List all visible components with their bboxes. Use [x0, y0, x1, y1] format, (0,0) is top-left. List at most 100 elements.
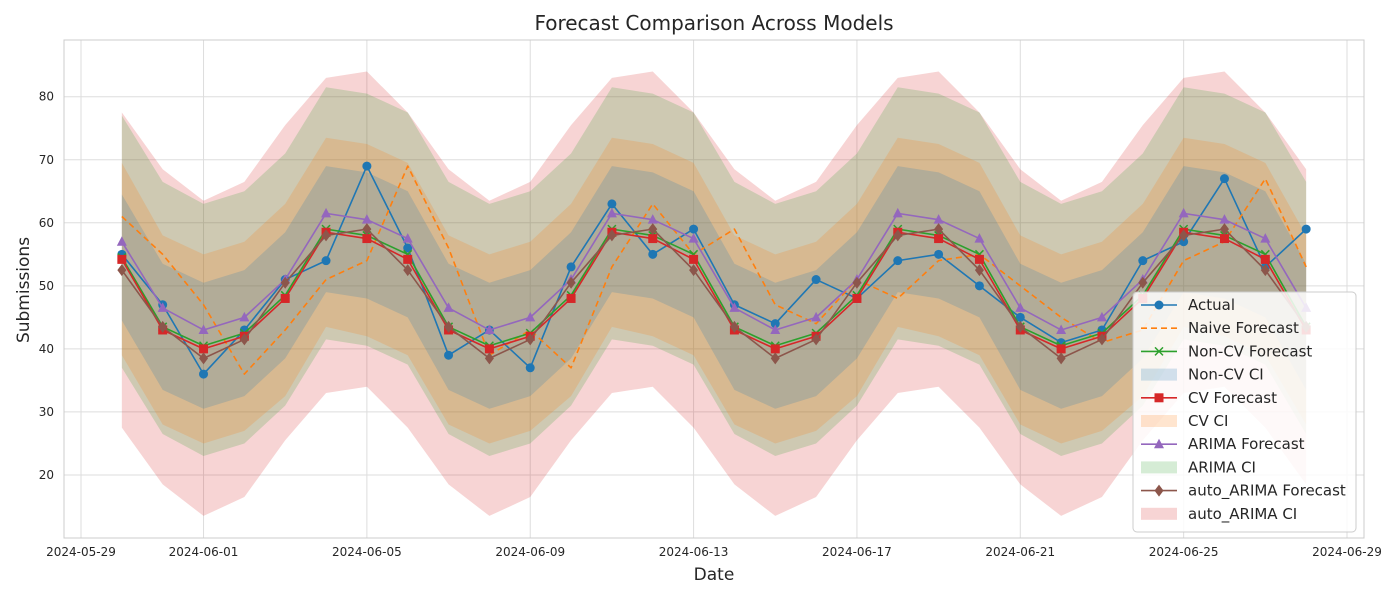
y-tick-label: 60 [39, 216, 54, 230]
x-tick-label: 2024-06-05 [332, 545, 402, 559]
legend-label: ARIMA CI [1188, 458, 1256, 476]
x-tick-label: 2024-05-29 [46, 545, 116, 559]
data-point-arima-forecast [606, 207, 617, 218]
band-non-cv-ci [121, 166, 1307, 409]
data-point-auto-arima-forecast [362, 223, 372, 236]
data-point-auto-arima-forecast [484, 352, 494, 365]
data-point-actual [607, 199, 617, 209]
legend-swatch [1141, 507, 1177, 520]
data-point-arima-forecast [484, 324, 495, 334]
data-point-actual [1015, 312, 1025, 322]
data-point-arima-forecast [525, 311, 536, 322]
data-point-cv-forecast [934, 234, 944, 244]
series-line-actual [121, 165, 1307, 375]
data-point-cv-forecast [1260, 254, 1270, 264]
x-tick-label: 2024-06-09 [495, 545, 565, 559]
data-point-actual [321, 256, 331, 266]
legend-marker [1154, 346, 1164, 356]
data-point-arima-forecast [811, 311, 822, 322]
data-point-auto-arima-forecast [403, 264, 413, 277]
data-point-actual [1301, 224, 1311, 234]
x-axis-ticks: 2024-05-29 2024-06-01 2024-06-05 2024-06-09… [46, 545, 1382, 559]
legend-swatch [1141, 461, 1177, 474]
data-point-cv-forecast [362, 234, 372, 244]
y-tick-label: 70 [39, 153, 54, 167]
data-point-arima-forecast [116, 236, 127, 246]
legend-item-auto-arima-forecast: auto_ARIMA Forecast [1141, 482, 1346, 501]
data-point-actual [566, 262, 576, 272]
data-point-arima-forecast [1096, 311, 1107, 322]
data-point-auto-arima-forecast [158, 320, 168, 333]
data-point-cv-forecast [403, 254, 413, 264]
x-axis-label: Date [694, 565, 735, 585]
legend-item-naive-forecast: Naive Forecast [1141, 319, 1299, 337]
x-tick-label: 2024-06-29 [1312, 545, 1382, 559]
y-tick-label: 80 [39, 90, 54, 104]
y-axis-label: Submissions [14, 237, 34, 343]
data-point-auto-arima-forecast [1015, 320, 1025, 333]
legend-item-cv-ci: CV CI [1141, 412, 1228, 430]
legend-label: ARIMA Forecast [1188, 435, 1305, 453]
data-point-auto-arima-forecast [1138, 276, 1148, 289]
data-point-cv-forecast [974, 254, 984, 264]
legend-item-arima-forecast: ARIMA Forecast [1141, 435, 1305, 453]
data-point-auto-arima-forecast [566, 276, 576, 289]
series-line-auto-arima-forecast [121, 228, 1307, 360]
legend-label: Naive Forecast [1188, 319, 1299, 337]
legend-item-arima-ci: ARIMA CI [1141, 458, 1256, 476]
data-point-auto-arima-forecast [689, 264, 699, 277]
data-point-auto-arima-forecast [1056, 352, 1066, 365]
data-point-auto-arima-forecast [280, 276, 290, 289]
x-tick-label: 2024-06-17 [822, 545, 892, 559]
data-point-arima-forecast [1056, 324, 1067, 334]
legend-item-non-cv-ci: Non-CV CI [1141, 366, 1264, 384]
data-point-actual [1179, 237, 1189, 247]
data-point-actual [199, 369, 209, 379]
data-point-cv-forecast [484, 344, 494, 354]
data-point-arima-forecast [1219, 214, 1230, 224]
series-line-arima-forecast [121, 212, 1307, 331]
data-point-auto-arima-forecast [1179, 229, 1189, 242]
y-tick-label: 20 [39, 468, 54, 482]
data-point-actual [403, 243, 413, 253]
data-point-actual [770, 319, 780, 329]
x-tick-label: 2024-06-01 [169, 545, 239, 559]
data-point-arima-forecast [1178, 207, 1189, 218]
data-point-cv-forecast [280, 293, 290, 303]
data-point-cv-forecast [689, 254, 699, 264]
data-point-arima-forecast [443, 302, 454, 312]
x-tick-label: 2024-06-25 [1149, 545, 1219, 559]
data-point-arima-forecast [647, 214, 658, 224]
y-axis-ticks: 20 30 40 50 60 70 80 [39, 90, 54, 482]
data-point-arima-forecast [1260, 233, 1271, 243]
data-point-cv-forecast [199, 344, 209, 354]
data-point-cv-forecast [1056, 344, 1066, 354]
series-lines [116, 161, 1312, 379]
legend-marker [1154, 300, 1164, 310]
legend-item-cv-forecast: CV Forecast [1141, 389, 1277, 407]
plot-frame [63, 39, 1365, 539]
data-point-arima-forecast [1015, 302, 1026, 312]
data-point-cv-forecast [117, 254, 127, 264]
data-point-cv-forecast [770, 344, 780, 354]
series-naive-forecast [121, 165, 1307, 375]
series-arima-forecast [116, 207, 1312, 334]
data-point-auto-arima-forecast [974, 264, 984, 277]
data-point-auto-arima-forecast [117, 264, 127, 277]
data-point-cv-forecast [648, 234, 658, 244]
legend-marker [1154, 393, 1164, 403]
data-point-cv-forecast [852, 293, 862, 303]
confidence-bands [121, 71, 1307, 516]
legend-label: auto_ARIMA CI [1188, 505, 1297, 524]
x-tick-label: 2024-06-13 [659, 545, 729, 559]
data-point-arima-forecast [892, 207, 903, 218]
legend-swatch [1141, 415, 1177, 427]
data-point-actual [974, 281, 984, 291]
data-point-arima-forecast [770, 324, 781, 334]
legend-label: auto_ARIMA Forecast [1188, 482, 1346, 501]
data-point-auto-arima-forecast [1260, 264, 1270, 277]
data-point-auto-arima-forecast [1097, 333, 1107, 346]
data-point-arima-forecast [321, 207, 332, 218]
